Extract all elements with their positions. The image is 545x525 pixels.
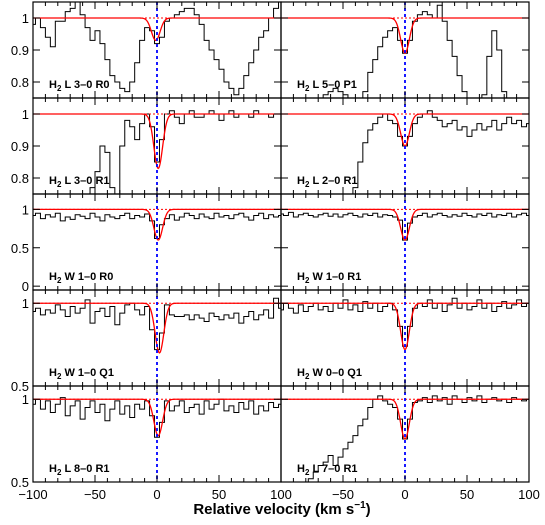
panel-plot-area	[281, 2, 529, 98]
y-tick-label: 1	[22, 107, 29, 122]
panel-plot-area	[33, 194, 281, 290]
spectrum-line	[281, 110, 529, 194]
label-subscript: 2	[305, 84, 310, 93]
model-fit-line	[281, 398, 529, 440]
panel-plot-area	[33, 2, 281, 98]
spectrum-line	[281, 4, 529, 98]
panel-2-1: H2 W 1–0 R1	[280, 193, 530, 291]
panel-4-0: H2 L 8–0 R1	[32, 385, 282, 483]
panel-4-1: H2 L 7–0 R1	[280, 385, 530, 483]
label-transition: W 1–0 R1	[309, 271, 361, 283]
panel-plot-area	[281, 290, 529, 386]
x-tick-label: 100	[518, 487, 540, 502]
label-subscript: 2	[305, 276, 310, 285]
label-species: H	[297, 463, 305, 475]
y-tick-label: 0.9	[11, 139, 29, 154]
panel-3-1: H2 W 0–0 Q1	[280, 289, 530, 387]
x-tick-label: 100	[270, 487, 292, 502]
panel-plot-area	[281, 386, 529, 482]
panel-plot-area	[281, 98, 529, 194]
spectrum-line	[33, 2, 281, 96]
label-subscript: 2	[57, 84, 62, 93]
x-axis-label: Relative velocity (km s−1)	[193, 500, 370, 518]
panel-0-1: H2 L 5–0 P1	[280, 1, 530, 99]
y-tick-label: 0.8	[11, 171, 29, 186]
x-tick-label: 50	[212, 487, 226, 502]
model-fit-line	[281, 302, 529, 351]
label-subscript: 2	[57, 180, 62, 189]
panel-label: H2 L 7–0 R1	[297, 463, 358, 477]
label-subscript: 2	[57, 372, 62, 381]
panel-0-0: H2 L 3–0 R0	[32, 1, 282, 99]
x-tick-labels: −100 −50 0 50 100 −50 0 50 100	[18, 487, 540, 502]
panel-plot-area	[281, 194, 529, 290]
label-subscript: 2	[57, 468, 62, 477]
label-species: H	[49, 175, 57, 187]
label-transition: L 3–0 R0	[61, 79, 109, 91]
y-tick-label: 0	[22, 279, 29, 294]
panel-label: H2 L 5–0 P1	[297, 79, 357, 93]
model-fit-line	[281, 17, 529, 54]
panel-label: H2 W 1–0 R0	[49, 271, 113, 285]
panel-1-0: H2 L 3–0 R1	[32, 97, 282, 195]
label-subscript: 2	[305, 180, 310, 189]
label-subscript: 2	[57, 276, 62, 285]
label-species: H	[49, 367, 57, 379]
label-species: H	[49, 463, 57, 475]
x-tick-label: −50	[332, 487, 354, 502]
label-transition: L 5–0 P1	[309, 79, 357, 91]
panel-label: H2 L 8–0 R1	[49, 463, 110, 477]
y-tick-label: 1	[22, 11, 29, 26]
label-transition: W 1–0 Q1	[61, 367, 114, 379]
spectrum-line	[33, 297, 281, 351]
panel-label: H2 W 1–0 R1	[297, 271, 361, 285]
label-transition: L 8–0 R1	[61, 463, 109, 475]
label-transition: L 2–0 R1	[309, 175, 357, 187]
label-subscript: 2	[305, 468, 310, 477]
y-tick-label: 0.9	[11, 43, 29, 58]
label-transition: L 3–0 R1	[61, 175, 109, 187]
x-tick-label: 50	[460, 487, 474, 502]
y-tick-label: 1	[22, 296, 29, 311]
y-tick-label: 1	[22, 202, 29, 217]
y-tick-label: 1	[22, 392, 29, 407]
spectrum-line	[33, 110, 281, 194]
label-species: H	[297, 175, 305, 187]
panel-label: H2 L 2–0 R1	[297, 175, 358, 189]
y-tick-label: 0.8	[11, 75, 29, 90]
model-fit-line	[281, 208, 529, 241]
label-species: H	[49, 79, 57, 91]
x-tick-label: 0	[401, 487, 408, 502]
panel-label: H2 W 0–0 Q1	[297, 367, 362, 381]
panel-label: H2 L 3–0 R1	[49, 175, 110, 189]
panel-3-0: H2 W 1–0 Q1	[32, 289, 282, 387]
panel-label: H2 L 3–0 R0	[49, 79, 110, 93]
panel-plot-area	[33, 290, 281, 386]
panel-plot-area	[33, 98, 281, 194]
label-species: H	[49, 271, 57, 283]
x-tick-label: −50	[84, 487, 106, 502]
y-tick-label: 0.5	[11, 379, 29, 394]
y-tick-label: 0.5	[11, 475, 29, 490]
label-transition: W 0–0 Q1	[309, 367, 362, 379]
label-transition: L 7–0 R1	[309, 463, 357, 475]
label-species: H	[297, 79, 305, 91]
label-species: H	[297, 367, 305, 379]
label-species: H	[297, 271, 305, 283]
y-tick-label: 0.5	[11, 241, 29, 256]
panel-2-0: H2 W 1–0 R0	[32, 193, 282, 291]
x-tick-label: −100	[18, 487, 47, 502]
panel-plot-area	[33, 386, 281, 482]
spectrum-line	[33, 397, 281, 438]
panel-label: H2 W 1–0 Q1	[49, 367, 114, 381]
label-transition: W 1–0 R0	[61, 271, 113, 283]
panel-1-1: H2 L 2–0 R1	[280, 97, 530, 195]
label-subscript: 2	[305, 372, 310, 381]
x-tick-label: 0	[153, 487, 160, 502]
